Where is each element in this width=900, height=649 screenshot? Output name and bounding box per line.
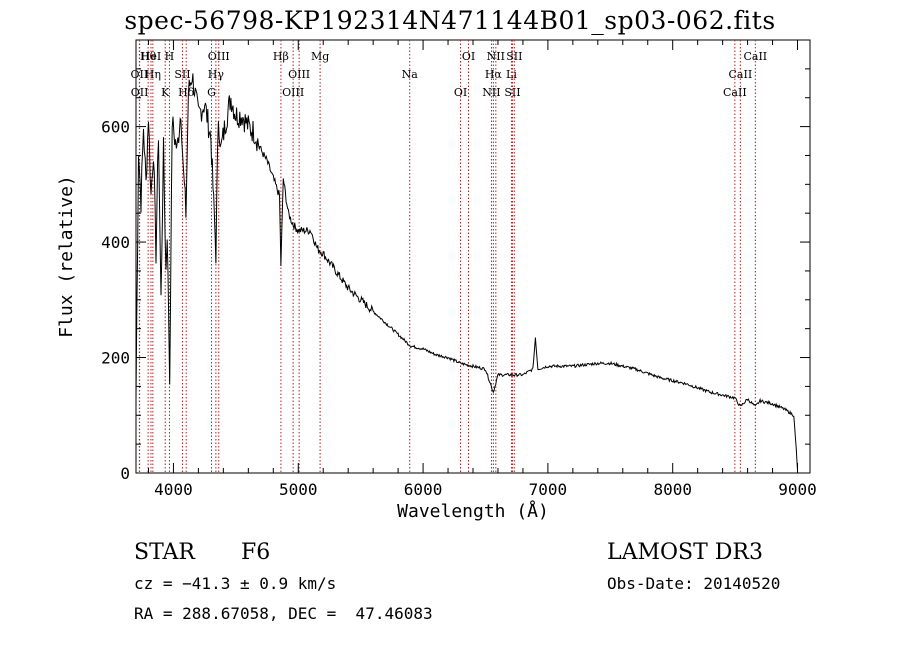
line-label: CaII [729, 68, 753, 81]
x-tick-label: 9000 [778, 480, 817, 499]
line-label: G [207, 86, 216, 99]
line-label: K [161, 86, 170, 99]
obs-date-text: Obs-Date: 20140520 [607, 574, 781, 593]
object-class: STAR [134, 540, 195, 565]
x-tick-label: 7000 [529, 480, 568, 499]
line-label: H [165, 50, 175, 63]
y-tick-label: 400 [101, 233, 130, 252]
line-label: SII [504, 86, 520, 99]
line-label: Hθ [140, 50, 157, 63]
line-label: OI [454, 86, 467, 99]
line-label: OIII [208, 50, 230, 63]
line-label: Hβ [273, 50, 289, 63]
line-label: Mg [311, 50, 329, 63]
line-label: Hγ [208, 68, 225, 81]
line-label: CaII [743, 50, 767, 63]
x-axis-label: Wavelength (Å) [397, 500, 549, 522]
line-label: Hα [485, 68, 503, 81]
line-label: Na [402, 68, 419, 81]
chart-title: spec-56798-KP192314N471144B01_sp03-062.f… [124, 6, 776, 35]
line-label: SII [174, 68, 190, 81]
redshift-text: cz = −41.3 ± 0.9 km/s [134, 574, 337, 593]
spectrum-line [135, 73, 798, 471]
y-tick-label: 0 [120, 464, 130, 483]
y-axis-label: Flux (relative) [56, 175, 77, 338]
line-label: OII [131, 86, 149, 99]
spectral-subclass: F6 [241, 540, 271, 565]
line-label: OI [462, 50, 475, 63]
y-tick-label: 600 [101, 118, 130, 137]
line-label: CaII [723, 86, 747, 99]
survey-name: LAMOST DR3 [607, 540, 763, 565]
line-label: OII [131, 68, 149, 81]
coordinates-text: RA = 288.67058, DEC = 47.46083 [134, 604, 433, 623]
line-label: NII [482, 86, 500, 99]
x-tick-label: 4000 [154, 480, 193, 499]
line-label: SII [506, 50, 522, 63]
line-label: OIII [288, 68, 310, 81]
line-label: Hδ [178, 86, 195, 99]
x-tick-label: 8000 [653, 480, 692, 499]
line-label: Li [506, 68, 517, 81]
line-label: OIII [282, 86, 304, 99]
line-label: Hη [145, 68, 161, 81]
line-label: NII [487, 50, 505, 63]
y-tick-label: 200 [101, 349, 130, 368]
line-label: HeI [141, 50, 161, 63]
plot-frame [135, 39, 811, 474]
x-tick-label: 5000 [279, 480, 318, 499]
x-tick-label: 6000 [404, 480, 443, 499]
